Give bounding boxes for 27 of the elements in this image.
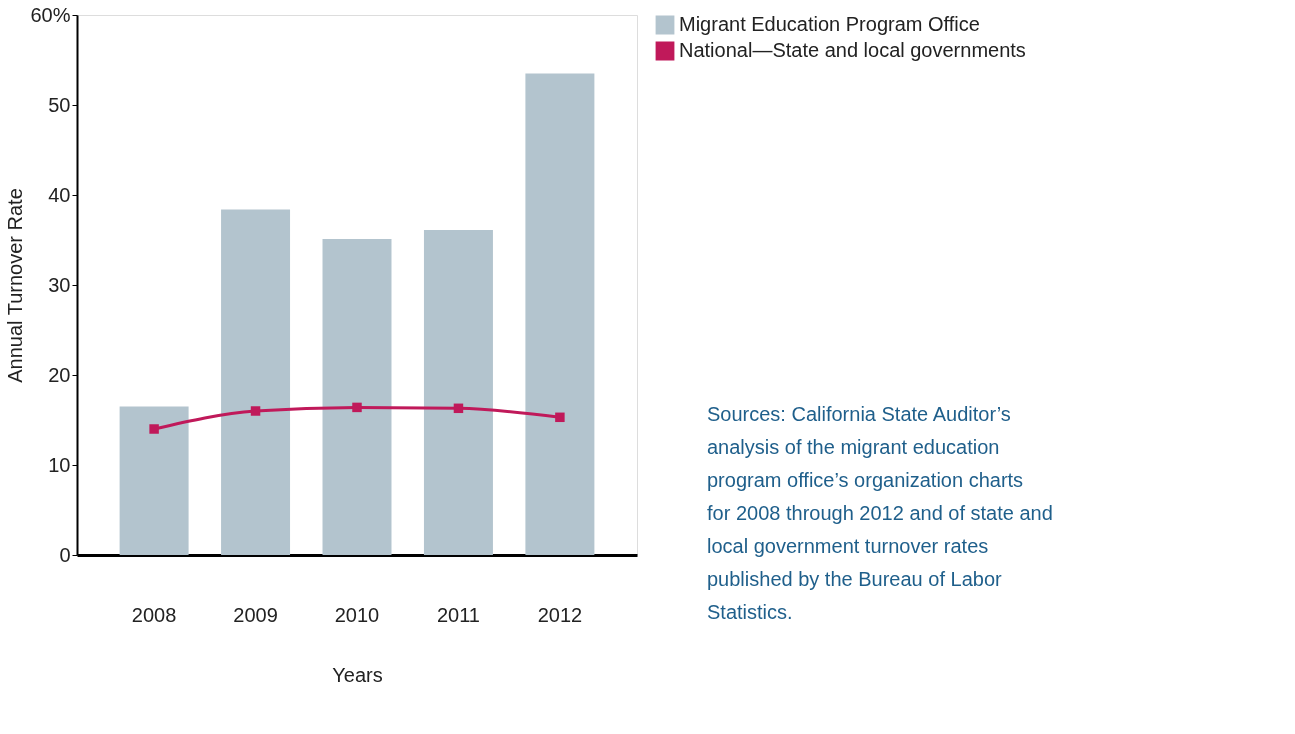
point	[555, 412, 565, 423]
y-tick-label: 40	[48, 183, 71, 206]
y-tick-label: 50	[48, 93, 71, 116]
x-tick-label: 2008	[131, 603, 177, 626]
y-tick-label: 30	[48, 273, 71, 296]
bar	[322, 239, 392, 555]
bar	[221, 209, 291, 555]
y-tick-label: 60%	[30, 3, 71, 26]
y-tick-label: 20	[48, 363, 71, 386]
x-tick-label: 2009	[233, 603, 278, 626]
point	[149, 424, 159, 434]
point	[352, 402, 362, 413]
point	[250, 406, 261, 416]
bar	[119, 406, 189, 555]
y-tick-label: 10	[48, 453, 71, 476]
x-tick-label: 2010	[334, 603, 380, 626]
y-tick-label: 0	[59, 543, 71, 566]
bar	[423, 230, 493, 555]
source-note: Sources: California State Auditor’s analysis of the migrant education program office’s organization charts for 2008 through 2012 and of state and local government turnover rates published by the Bureau of Labor Statistics.	[707, 403, 1053, 623]
y-axis-title: Annual Turnover Rate	[4, 188, 27, 383]
legend-label: Migrant Education Program Office	[679, 13, 980, 35]
bar	[525, 73, 595, 555]
x-tick-label: 2011	[436, 603, 480, 626]
legend-label: National—State and local governments	[679, 39, 1026, 61]
x-axis-title: Years	[332, 663, 383, 686]
x-tick-label: 2012	[537, 603, 583, 626]
point	[453, 403, 464, 414]
